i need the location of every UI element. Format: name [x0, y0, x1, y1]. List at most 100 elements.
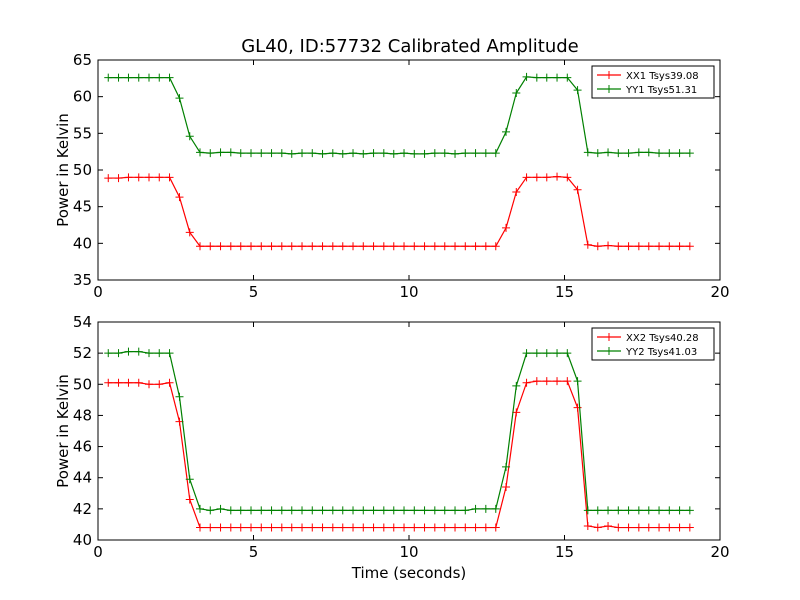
- data-point: [614, 506, 623, 515]
- data-point: [655, 506, 664, 515]
- data-point: [104, 73, 113, 82]
- data-point: [532, 377, 541, 386]
- data-point: [359, 506, 368, 515]
- data-point: [420, 149, 429, 158]
- data-point: [236, 149, 245, 158]
- y-tick-label: 40: [73, 531, 92, 549]
- data-point: [665, 242, 674, 251]
- data-point: [338, 523, 347, 532]
- data-point: [655, 149, 664, 158]
- data-point: [522, 349, 531, 358]
- data-point: [236, 506, 245, 515]
- data-point: [593, 242, 602, 251]
- data-point: [389, 523, 398, 532]
- data-point: [155, 380, 164, 389]
- data-point: [318, 523, 327, 532]
- data-point: [206, 506, 215, 515]
- data-point: [512, 188, 521, 196]
- data-point: [124, 378, 133, 387]
- data-point: [583, 521, 592, 530]
- data-point: [247, 149, 256, 158]
- data-point: [532, 173, 541, 182]
- data-point: [481, 242, 490, 251]
- data-point: [206, 523, 215, 532]
- data-point: [175, 94, 184, 103]
- y-tick-label: 45: [73, 198, 92, 216]
- data-point: [624, 523, 633, 532]
- data-point: [287, 506, 296, 515]
- data-point: [583, 506, 592, 515]
- data-point: [491, 242, 500, 251]
- y-tick-label: 48: [73, 406, 92, 424]
- x-tick-label: 5: [249, 543, 259, 561]
- data-point: [502, 483, 511, 492]
- legend: XX2 Tsys40.28 YY2 Tsys41.03: [591, 327, 715, 361]
- figure-title: GL40, ID:57732 Calibrated Amplitude: [241, 36, 579, 57]
- data-point: [420, 506, 429, 515]
- x-tick-label: 15: [555, 543, 574, 561]
- data-point: [624, 242, 633, 251]
- data-point: [685, 242, 694, 251]
- bottom-panel: 0 5 10 15 20 40 42 44 46 48 50 52 54 Power in Kelvin T…: [54, 313, 730, 582]
- data-point: [665, 506, 674, 515]
- data-point: [563, 173, 572, 182]
- series-line: [108, 350, 690, 512]
- data-point: [542, 173, 551, 182]
- data-point: [124, 73, 133, 82]
- data-point: [145, 380, 154, 389]
- data-point: [298, 523, 307, 532]
- data-point: [655, 242, 664, 251]
- data-point: [502, 127, 511, 136]
- data-point: [481, 149, 490, 158]
- x-tick-label: 5: [249, 283, 259, 301]
- data-point: [318, 242, 327, 251]
- data-point: [430, 523, 439, 532]
- data-point: [410, 523, 419, 532]
- data-point: [308, 523, 317, 532]
- data-point: [287, 523, 296, 532]
- data-point: [532, 73, 541, 82]
- data-point: [583, 148, 592, 157]
- data-point: [491, 149, 500, 158]
- data-point: [145, 349, 154, 358]
- top-panel: 0 5 10 15 20 35 40 45 50 55 60 65 Power in Kelvin XX1…: [54, 51, 730, 301]
- data-point: [379, 506, 388, 515]
- data-point: [634, 523, 643, 532]
- data-point: [226, 148, 235, 157]
- data-point: [583, 240, 592, 249]
- y-tick-label: 46: [73, 438, 92, 456]
- data-point: [491, 523, 500, 532]
- data-point: [502, 223, 511, 232]
- data-point: [338, 506, 347, 515]
- data-point: [675, 242, 684, 251]
- data-point: [614, 523, 623, 532]
- data-point: [134, 347, 143, 356]
- data-point: [277, 506, 286, 515]
- data-point: [155, 73, 164, 82]
- legend-marker: [605, 71, 613, 79]
- legend-box: [591, 65, 715, 99]
- data-point: [114, 378, 123, 387]
- data-point: [665, 149, 674, 158]
- data-point: [155, 349, 164, 358]
- data-point: [104, 174, 113, 183]
- data-point: [430, 506, 439, 515]
- y-tick-label: 50: [73, 161, 92, 179]
- data-point: [206, 242, 215, 251]
- data-point: [604, 148, 613, 157]
- data-point: [563, 349, 572, 358]
- data-point: [593, 506, 602, 515]
- data-point: [644, 148, 653, 157]
- data-point: [430, 149, 439, 158]
- data-point: [675, 149, 684, 158]
- data-point: [175, 392, 184, 401]
- data-point: [134, 73, 143, 82]
- data-point: [145, 73, 154, 82]
- x-tick-label: 15: [555, 283, 574, 301]
- data-point: [553, 349, 562, 358]
- x-tick-label: 10: [399, 543, 418, 561]
- data-point: [522, 72, 531, 81]
- data-point: [451, 242, 460, 251]
- data-point: [553, 377, 562, 386]
